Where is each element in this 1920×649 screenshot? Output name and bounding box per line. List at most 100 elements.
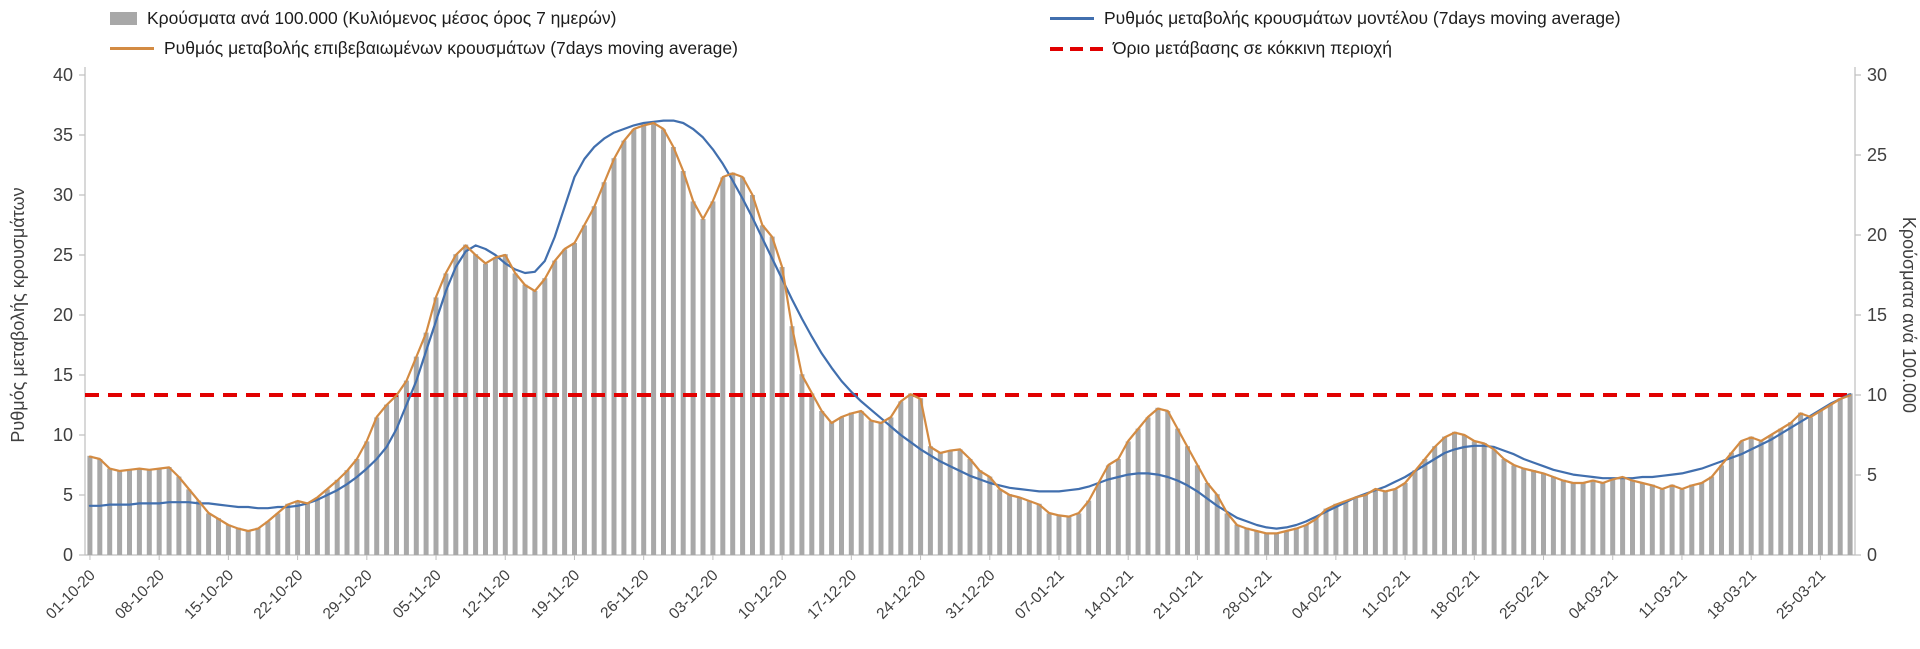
bar [720,177,726,555]
bar [1590,479,1596,555]
bar [769,236,775,555]
bar [1145,417,1151,555]
bar [1066,516,1072,555]
bar [1274,532,1279,555]
x-axis-tick-label: 19-11-20 [528,567,583,622]
bar [1541,473,1546,555]
legend-item-cases-per-100k: Κρούσματα ανά 100.000 (Κυλιόμενος μέσος … [110,8,1050,29]
x-axis-tick-label: 31-12-20 [943,567,999,623]
x-axis-tick-label: 25-03-21 [1773,567,1829,623]
bar [908,393,914,555]
bar [275,513,281,555]
bar [1303,524,1309,555]
x-axis-tick-label: 28-01-21 [1220,567,1276,623]
bar [1511,465,1517,555]
bar [1728,452,1734,555]
bar [314,497,320,555]
left-axis-tick-label: 0 [63,545,73,565]
bar [374,417,380,555]
bar [1096,483,1101,555]
bar [344,470,350,555]
bar [937,452,943,555]
bar [245,531,251,555]
legend-item-red-threshold: Όριο μετάβασης σε κόκκινη περιοχή [1050,38,1900,59]
red-dash-swatch-icon [1050,46,1103,51]
bar [1372,489,1378,555]
x-axis-tick-label: 12-11-20 [459,567,514,622]
bar [878,422,884,555]
left-axis-tick-label: 5 [63,485,73,505]
bar [1550,476,1556,555]
bar [918,398,924,555]
bar [1194,465,1200,555]
bar [1481,443,1487,555]
bar [1135,428,1141,555]
bar [562,249,568,555]
bar [967,459,973,555]
bar [661,129,666,555]
bar-swatch-icon [110,12,137,25]
right-axis-tick-label: 5 [1867,465,1877,485]
bar [1471,441,1477,555]
bar [255,527,261,555]
x-axis-tick-label: 05-11-20 [390,567,445,622]
bar [1382,491,1388,555]
bar [1392,489,1398,555]
bar [1007,494,1013,555]
bar [1738,441,1744,555]
bar [1264,532,1270,555]
bar [1620,476,1626,555]
bar [957,449,963,555]
bar [1293,527,1299,555]
bar [235,527,241,555]
bar [1432,446,1438,555]
bar [413,356,419,555]
x-axis-tick-label: 10-12-20 [735,567,791,623]
bar [997,489,1003,555]
bar [779,267,785,555]
bar [572,243,577,555]
bar [799,374,805,555]
bar [1283,531,1289,555]
right-axis-tick-label: 20 [1867,225,1887,245]
bar [473,254,479,555]
bar [1333,503,1339,555]
bar [1560,479,1566,555]
bar [1580,483,1586,555]
left-axis-tick-label: 35 [53,125,73,145]
bar [305,503,310,555]
bar [1442,436,1448,555]
x-axis-tick-label: 15-10-20 [181,567,237,623]
bar [1125,441,1131,555]
bar [1639,483,1645,555]
bar [868,420,874,555]
bar [1699,483,1705,555]
bar [1155,407,1161,555]
bar [651,123,657,555]
bar [1343,500,1349,555]
x-axis-tick-label: 11-03-21 [1636,567,1691,622]
bar [1016,497,1022,555]
bar [394,395,399,555]
bar [601,182,607,555]
bars-series [87,123,1853,555]
x-axis-tick-label: 04-02-21 [1289,567,1345,623]
x-axis-tick-label: 26-11-20 [597,567,652,622]
model-rate-line [88,119,1852,530]
bar [1679,489,1685,555]
bar [522,284,528,555]
bar [927,446,933,555]
bar [1709,476,1715,555]
bar [591,206,597,555]
x-axis-tick-label: 25-02-21 [1496,567,1552,623]
bar [433,297,439,555]
bar [1244,527,1250,555]
bar [700,219,706,555]
bar [156,468,162,555]
confirmed-rate-line [88,121,1852,535]
bar [759,225,765,555]
bar [1669,484,1675,555]
bar [710,201,716,555]
bar [1659,489,1665,555]
bar [1363,494,1368,555]
